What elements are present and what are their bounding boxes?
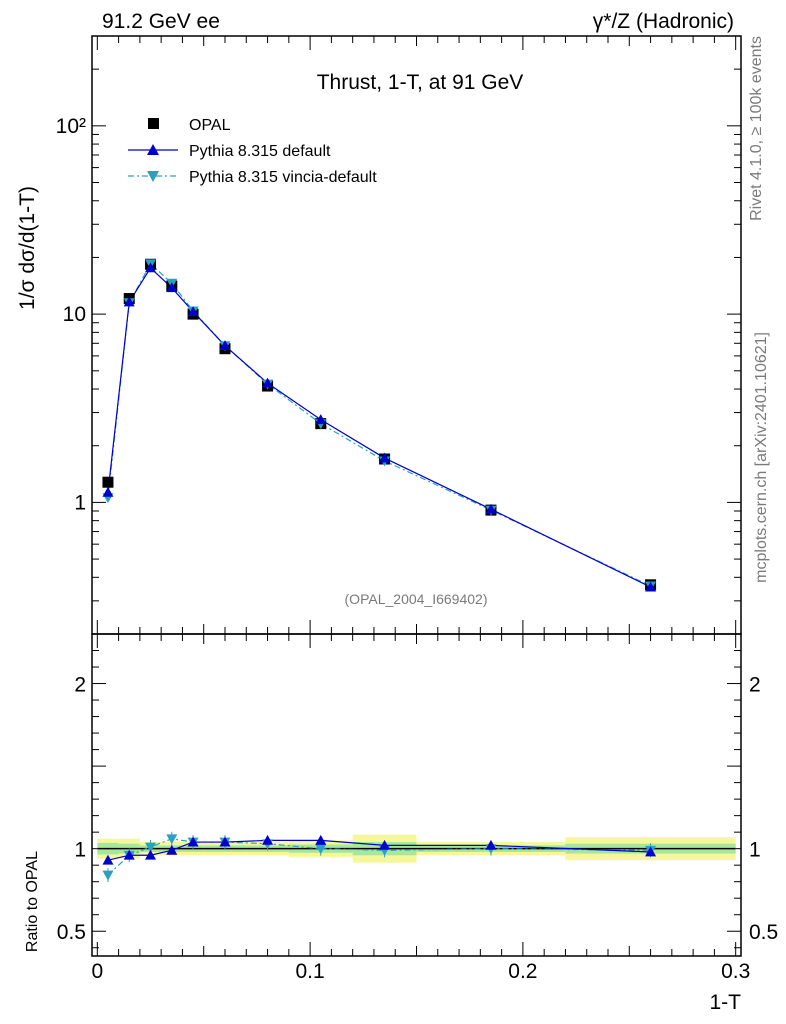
ratio-default-point bbox=[315, 834, 327, 845]
ratio-y-axis-label: Ratio to OPAL bbox=[24, 851, 41, 952]
ratio-plot-frame bbox=[91, 633, 742, 957]
default-point bbox=[379, 452, 391, 463]
default-point bbox=[315, 414, 327, 425]
ratio-y-tick-label-right: 1 bbox=[749, 839, 761, 862]
ratio-y-tick-label: 0.5 bbox=[57, 921, 86, 944]
default-point bbox=[123, 296, 135, 307]
ratio-default-point bbox=[123, 849, 135, 860]
y-axis-label: 1/σ dσ/d(1-T) bbox=[16, 186, 39, 310]
ratio-default-point bbox=[102, 854, 114, 865]
chart-title: Thrust, 1-T, at 91 GeV bbox=[317, 71, 524, 94]
data-marks bbox=[102, 258, 657, 883]
default-point bbox=[166, 282, 178, 293]
header-left: 91.2 GeV ee bbox=[102, 10, 220, 33]
legend-vincia-label: Pythia 8.315 vincia-default bbox=[189, 169, 377, 186]
analysis-label: (OPAL_2004_I669402) bbox=[345, 591, 488, 607]
rivet-label: Rivet 4.1.0, ≥ 100k events bbox=[748, 36, 765, 221]
ratio-default-point bbox=[145, 849, 157, 860]
default-point bbox=[102, 486, 114, 497]
ratio-default-point bbox=[485, 839, 497, 850]
ratio-y-tick-label: 1 bbox=[74, 839, 86, 862]
ratio-vincia-point bbox=[145, 842, 157, 853]
axis-ticks: 1 10 10² 0 0.1 0.2 0.3 0.5 0.5 1 1 2 2 bbox=[56, 35, 778, 983]
ratio-default-point bbox=[645, 846, 657, 857]
header-right: γ*/Z (Hadronic) bbox=[593, 10, 734, 33]
ratio-vincia-point bbox=[102, 870, 114, 881]
default-point bbox=[219, 340, 231, 351]
legend-vincia-marker bbox=[147, 171, 159, 182]
default-point bbox=[645, 581, 657, 592]
default-point bbox=[187, 306, 199, 317]
ratio-default-point bbox=[187, 836, 199, 847]
ratio-default-point bbox=[379, 839, 391, 850]
x-axis-label: 1-T bbox=[710, 991, 742, 1014]
ratio-y-tick-label: 2 bbox=[74, 674, 86, 697]
legend-opal-marker bbox=[148, 118, 159, 129]
ratio-y-tick-label-right: 2 bbox=[749, 674, 761, 697]
default-point bbox=[145, 262, 157, 273]
x-tick-label: 0 bbox=[91, 960, 103, 983]
x-tick-label: 0.1 bbox=[296, 960, 325, 983]
opal-point bbox=[102, 476, 114, 488]
x-tick-label: 0.3 bbox=[721, 960, 750, 983]
ratio-y-tick-label-right: 0.5 bbox=[749, 921, 778, 944]
ratio-vincia-point bbox=[315, 844, 327, 855]
default-point bbox=[485, 503, 497, 514]
main-y-tick-label: 10² bbox=[56, 115, 86, 138]
main-y-tick-label: 1 bbox=[74, 491, 86, 514]
legend-opal-label: OPAL bbox=[189, 117, 231, 134]
mcplots-label: mcplots.cern.ch [arXiv:2401.10621] bbox=[753, 332, 770, 583]
legend-default-label: Pythia 8.315 default bbox=[189, 143, 331, 160]
main-y-tick-label: 10 bbox=[63, 303, 86, 326]
default-point bbox=[262, 377, 274, 388]
ratio-default-point bbox=[166, 844, 178, 855]
legend-default-marker bbox=[147, 144, 159, 155]
ratio-vincia-point bbox=[166, 834, 178, 845]
legend: OPAL Pythia 8.315 default Pythia 8.315 v… bbox=[128, 117, 377, 186]
ratio-default-point bbox=[262, 834, 274, 845]
ratio-default-point bbox=[219, 836, 231, 847]
x-tick-label: 0.2 bbox=[508, 960, 537, 983]
